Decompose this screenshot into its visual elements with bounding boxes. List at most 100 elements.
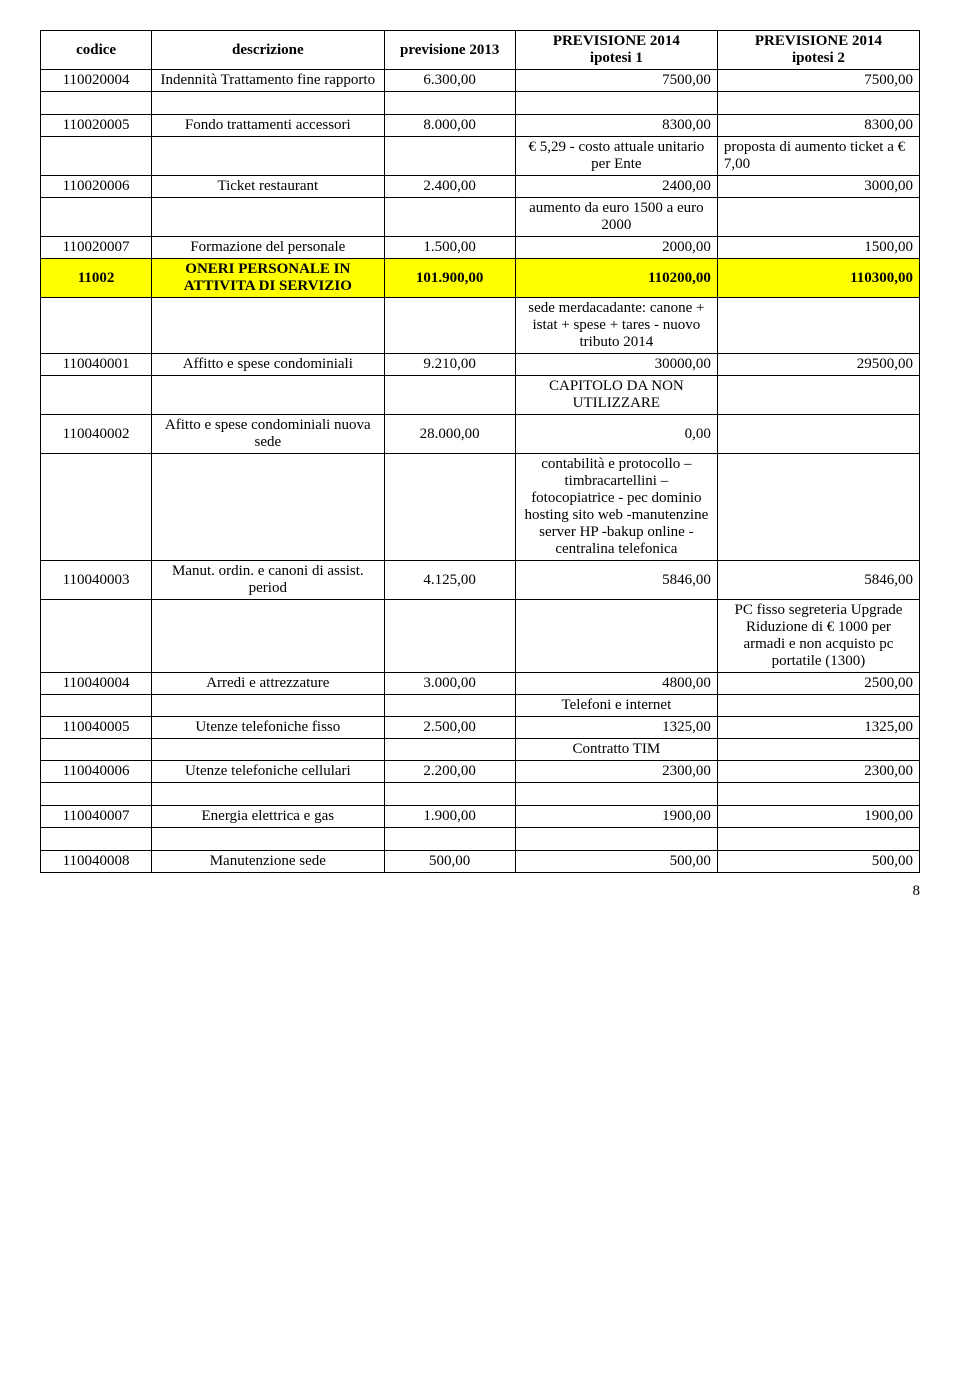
table-row: 110020007Formazione del personale1.500,0… — [41, 237, 920, 259]
cell-descrizione: Arredi e attrezzature — [152, 673, 384, 695]
cell-ipotesi1: 2400,00 — [515, 176, 717, 198]
cell-codice — [41, 137, 152, 176]
cell-previsione2013: 1.500,00 — [384, 237, 515, 259]
table-row: 110040008Manutenzione sede500,00500,0050… — [41, 851, 920, 873]
cell-ipotesi2: PC fisso segreteria Upgrade Riduzione di… — [717, 600, 919, 673]
cell-codice — [41, 739, 152, 761]
cell-ipotesi1: € 5,29 - costo attuale unitario per Ente — [515, 137, 717, 176]
cell-codice: 110040001 — [41, 354, 152, 376]
cell-previsione2013: 6.300,00 — [384, 70, 515, 92]
cell-descrizione: ONERI PERSONALE IN ATTIVITA DI SERVIZIO — [152, 259, 384, 298]
cell-descrizione — [152, 695, 384, 717]
cell-ipotesi2 — [717, 739, 919, 761]
cell-codice: 110020005 — [41, 115, 152, 137]
cell-descrizione — [152, 137, 384, 176]
cell-ipotesi2: 7500,00 — [717, 70, 919, 92]
cell-previsione2013: 500,00 — [384, 851, 515, 873]
cell-ipotesi1: 1325,00 — [515, 717, 717, 739]
table-row — [41, 92, 920, 115]
cell-ipotesi2: 1500,00 — [717, 237, 919, 259]
cell-codice: 110040008 — [41, 851, 152, 873]
table-row: 110020006Ticket restaurant2.400,002400,0… — [41, 176, 920, 198]
cell-ipotesi2: 29500,00 — [717, 354, 919, 376]
table-header: codice descrizione previsione 2013 PREVI… — [41, 31, 920, 70]
cell-ipotesi1: 1900,00 — [515, 806, 717, 828]
table-row: 110020004Indennità Trattamento fine rapp… — [41, 70, 920, 92]
cell-ipotesi1: 5846,00 — [515, 561, 717, 600]
cell-codice: 110020006 — [41, 176, 152, 198]
cell-ipotesi2: 500,00 — [717, 851, 919, 873]
col-header-prev2013: previsione 2013 — [384, 31, 515, 70]
cell-ipotesi2 — [717, 454, 919, 561]
empty-cell — [717, 92, 919, 115]
cell-previsione2013 — [384, 198, 515, 237]
cell-ipotesi1: 110200,00 — [515, 259, 717, 298]
cell-previsione2013: 1.900,00 — [384, 806, 515, 828]
cell-ipotesi2: 1900,00 — [717, 806, 919, 828]
table-row: contabilità e protocollo – timbracartell… — [41, 454, 920, 561]
empty-cell — [717, 828, 919, 851]
empty-cell — [152, 783, 384, 806]
cell-codice: 110020004 — [41, 70, 152, 92]
cell-previsione2013 — [384, 600, 515, 673]
cell-previsione2013: 28.000,00 — [384, 415, 515, 454]
table-row: 110040003Manut. ordin. e canoni di assis… — [41, 561, 920, 600]
cell-descrizione: Indennità Trattamento fine rapporto — [152, 70, 384, 92]
cell-previsione2013 — [384, 137, 515, 176]
table-row: € 5,29 - costo attuale unitario per Ente… — [41, 137, 920, 176]
cell-previsione2013: 2.500,00 — [384, 717, 515, 739]
empty-cell — [515, 92, 717, 115]
table-row: 110040006Utenze telefoniche cellulari2.2… — [41, 761, 920, 783]
cell-codice: 110040002 — [41, 415, 152, 454]
cell-ipotesi2 — [717, 198, 919, 237]
cell-ipotesi1: 4800,00 — [515, 673, 717, 695]
cell-previsione2013: 4.125,00 — [384, 561, 515, 600]
cell-ipotesi2 — [717, 376, 919, 415]
cell-ipotesi1: 7500,00 — [515, 70, 717, 92]
cell-codice — [41, 298, 152, 354]
col-header-ip1-line1: PREVISIONE 2014 — [553, 33, 680, 49]
table-row: PC fisso segreteria Upgrade Riduzione di… — [41, 600, 920, 673]
empty-cell — [515, 828, 717, 851]
col-header-ipotesi1: PREVISIONE 2014 ipotesi 1 — [515, 31, 717, 70]
empty-cell — [384, 92, 515, 115]
cell-previsione2013: 8.000,00 — [384, 115, 515, 137]
cell-descrizione — [152, 600, 384, 673]
cell-codice: 110040007 — [41, 806, 152, 828]
cell-previsione2013: 101.900,00 — [384, 259, 515, 298]
table-row: 110020005Fondo trattamenti accessori8.00… — [41, 115, 920, 137]
empty-cell — [717, 783, 919, 806]
cell-previsione2013 — [384, 298, 515, 354]
cell-codice — [41, 695, 152, 717]
table-row: 110040004Arredi e attrezzature3.000,0048… — [41, 673, 920, 695]
table-row: Contratto TIM — [41, 739, 920, 761]
cell-codice: 110040004 — [41, 673, 152, 695]
col-header-codice: codice — [41, 31, 152, 70]
cell-descrizione: Manutenzione sede — [152, 851, 384, 873]
cell-previsione2013: 3.000,00 — [384, 673, 515, 695]
cell-ipotesi1: contabilità e protocollo – timbracartell… — [515, 454, 717, 561]
col-header-ipotesi2: PREVISIONE 2014 ipotesi 2 — [717, 31, 919, 70]
table-row: 110040007Energia elettrica e gas1.900,00… — [41, 806, 920, 828]
cell-ipotesi2: 2300,00 — [717, 761, 919, 783]
cell-descrizione: Afitto e spese condominiali nuova sede — [152, 415, 384, 454]
empty-cell — [41, 92, 152, 115]
cell-descrizione: Fondo trattamenti accessori — [152, 115, 384, 137]
col-header-ip2-line1: PREVISIONE 2014 — [755, 33, 882, 49]
cell-ipotesi1: 8300,00 — [515, 115, 717, 137]
empty-cell — [41, 828, 152, 851]
cell-ipotesi1: aumento da euro 1500 a euro 2000 — [515, 198, 717, 237]
cell-ipotesi2: 8300,00 — [717, 115, 919, 137]
cell-codice: 110040003 — [41, 561, 152, 600]
cell-previsione2013: 9.210,00 — [384, 354, 515, 376]
col-header-ip1-line2: ipotesi 1 — [590, 50, 643, 66]
cell-ipotesi2: proposta di aumento ticket a € 7,00 — [717, 137, 919, 176]
budget-table: codice descrizione previsione 2013 PREVI… — [40, 30, 920, 873]
cell-ipotesi2 — [717, 695, 919, 717]
empty-cell — [152, 92, 384, 115]
cell-ipotesi1: 30000,00 — [515, 354, 717, 376]
table-row: 110040001Affitto e spese condominiali9.2… — [41, 354, 920, 376]
cell-ipotesi1: sede merdacadante: canone + istat + spes… — [515, 298, 717, 354]
cell-descrizione: Formazione del personale — [152, 237, 384, 259]
cell-codice: 110040006 — [41, 761, 152, 783]
